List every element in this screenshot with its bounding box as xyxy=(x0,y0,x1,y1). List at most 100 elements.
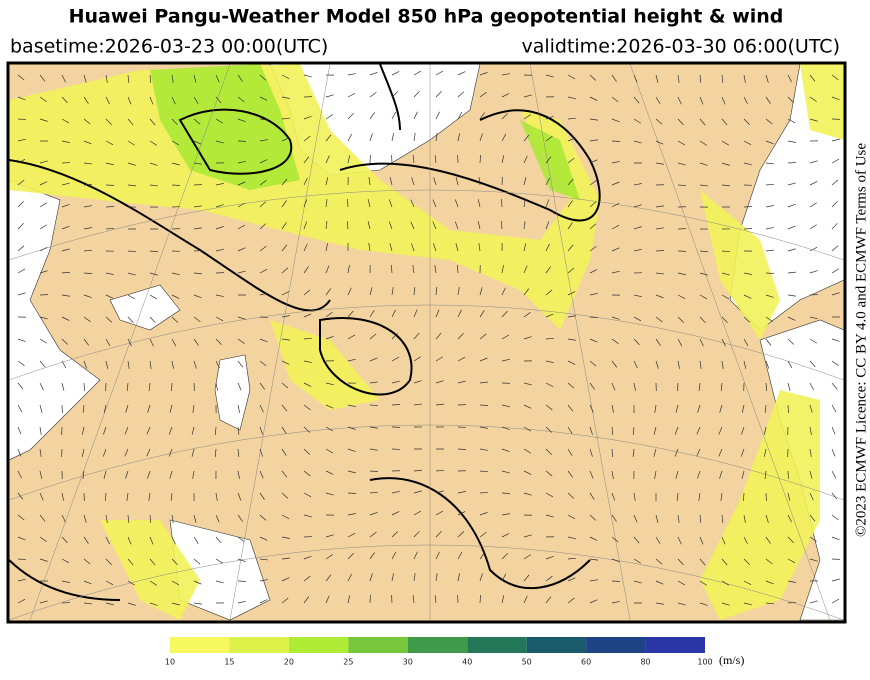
wind-arrow xyxy=(523,155,528,164)
wind-arrow xyxy=(677,360,680,369)
wind-arrow xyxy=(699,184,708,187)
wind-arrow xyxy=(611,270,620,274)
wind-arrow xyxy=(413,90,420,98)
wind-arrow xyxy=(677,74,680,83)
wind-arrow xyxy=(655,558,663,565)
wind-arrow xyxy=(281,244,288,252)
wind-arrow xyxy=(347,198,349,208)
wind-arrow xyxy=(787,140,796,143)
wind-arrow xyxy=(743,580,752,586)
wind-arrow xyxy=(369,552,375,560)
wind-arrow xyxy=(567,426,573,434)
wind-arrow xyxy=(391,71,400,76)
wind-arrow xyxy=(17,201,24,208)
colorbar-tick-label: 15 xyxy=(224,658,234,667)
wind-arrow xyxy=(611,558,620,563)
wind-arrow xyxy=(523,382,532,386)
wind-arrow xyxy=(765,580,774,585)
wind-arrow xyxy=(831,382,838,390)
wind-arrow xyxy=(721,118,728,126)
wind-arrow xyxy=(699,74,702,83)
wind-arrow xyxy=(83,140,92,145)
wind-arrow xyxy=(39,118,48,122)
wind-arrow xyxy=(611,580,621,582)
wind-arrow xyxy=(259,74,267,81)
wind-arrow xyxy=(721,558,728,566)
wind-arrow xyxy=(454,199,459,208)
wind-arrow xyxy=(171,272,180,276)
wind-arrow xyxy=(545,313,554,318)
colorbar-segment xyxy=(645,637,705,653)
wind-arrow xyxy=(17,179,25,186)
wind-arrow xyxy=(105,360,109,369)
wind-arrow xyxy=(765,294,774,298)
wind-arrow xyxy=(589,201,597,208)
wind-arrow xyxy=(413,356,421,362)
wind-arrow xyxy=(369,573,373,582)
wind-arrow xyxy=(434,265,437,274)
wind-arrow xyxy=(633,118,641,124)
wind-arrow xyxy=(567,200,573,208)
wind-arrow xyxy=(17,448,22,457)
wind-arrow xyxy=(567,514,576,520)
wind-arrow xyxy=(171,536,176,545)
wind-arrow xyxy=(259,292,268,296)
wind-arrow xyxy=(215,118,224,124)
wind-arrow xyxy=(171,140,180,146)
colorbar-tick-label: 20 xyxy=(284,658,294,667)
wind-arrow xyxy=(105,162,114,166)
wind-arrow xyxy=(831,245,839,252)
wind-arrow xyxy=(545,221,550,230)
wind-arrow xyxy=(655,205,664,208)
wind-arrow xyxy=(633,514,638,523)
wind-arrow xyxy=(169,470,173,479)
wind-arrow xyxy=(411,243,415,252)
wind-arrow xyxy=(39,514,46,522)
wind-arrow xyxy=(457,551,463,560)
wind-arrow xyxy=(369,491,378,494)
wind-arrow xyxy=(545,404,553,411)
wind-arrow xyxy=(589,404,594,413)
wind-arrow xyxy=(369,333,377,340)
wind-arrow xyxy=(633,248,642,252)
wind-arrow xyxy=(17,536,26,541)
wind-arrow xyxy=(127,96,132,105)
wind-arrow xyxy=(105,294,114,299)
pacific xyxy=(630,64,844,331)
wind-arrow xyxy=(809,448,812,457)
wind-arrow xyxy=(237,536,245,543)
wind-arrow xyxy=(168,426,173,435)
wind-arrow xyxy=(413,309,418,318)
wind-arrow xyxy=(435,356,443,362)
wind-arrow xyxy=(412,155,415,164)
wind-arrow xyxy=(281,470,288,478)
wind-arrow xyxy=(215,183,224,186)
wind-arrow xyxy=(171,74,174,83)
wind-arrow xyxy=(655,272,664,275)
wind-arrow xyxy=(127,316,134,324)
wind-arrow xyxy=(413,332,420,340)
wind-arrow xyxy=(105,74,108,83)
wind-arrow xyxy=(171,514,174,523)
wind-arrow xyxy=(523,426,532,432)
wind-arrow xyxy=(501,220,503,230)
colorbar-tick-label: 100 xyxy=(697,658,712,667)
wind-arrow xyxy=(611,426,614,435)
wind-arrow xyxy=(237,270,246,274)
wind-arrow xyxy=(303,555,312,560)
wind-arrow xyxy=(765,382,768,391)
wind-arrow xyxy=(369,112,375,120)
basetime: basetime:2026-03-23 00:00(UTC) xyxy=(10,36,328,58)
wind-arrow xyxy=(831,426,836,435)
wind-arrow xyxy=(215,248,224,252)
wind-arrow xyxy=(765,205,774,208)
wind-arrow xyxy=(259,118,268,121)
wind-arrow xyxy=(127,74,130,83)
wind-arrow xyxy=(831,158,840,164)
wind-arrow xyxy=(523,134,530,142)
wind-arrow xyxy=(149,162,158,166)
wind-arrow xyxy=(303,115,312,120)
wind-arrow xyxy=(655,580,664,585)
wind-arrow xyxy=(435,510,444,516)
wind-arrow xyxy=(567,536,576,540)
